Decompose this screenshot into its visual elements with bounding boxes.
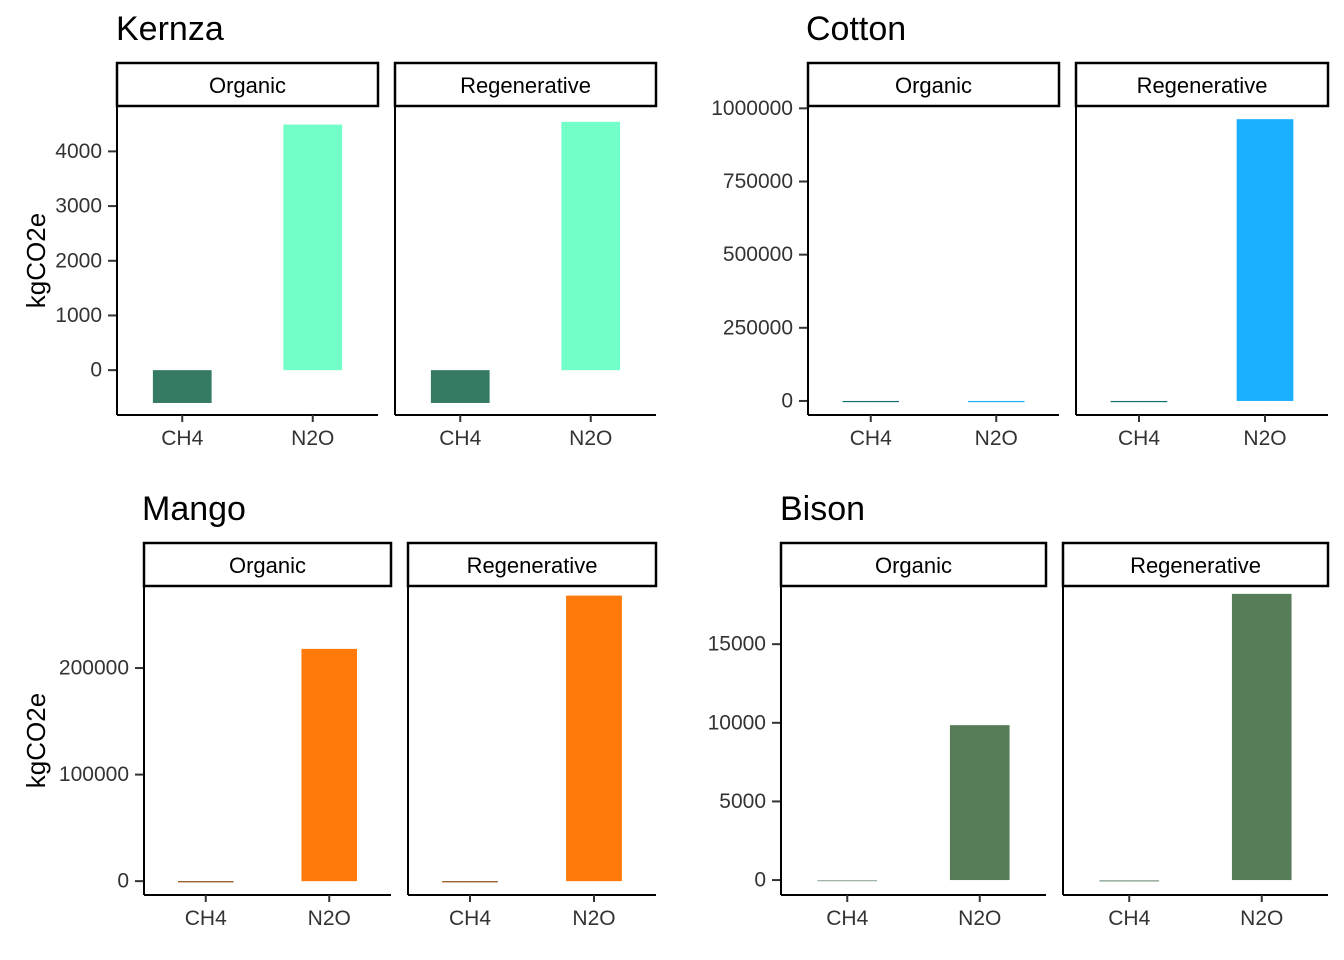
facet-strip-label: Regenerative xyxy=(1130,553,1261,578)
y-tick-label: 1000000 xyxy=(711,97,793,120)
bar-ch4 xyxy=(817,880,878,882)
bar-ch4 xyxy=(1099,880,1160,882)
facet-strip xyxy=(393,61,658,108)
facet-organic: Organic CH4 N2O xyxy=(779,541,1048,930)
y-tick-label: 0 xyxy=(754,869,766,892)
y-tick-label: 0 xyxy=(90,359,102,382)
bar-ch4 xyxy=(442,881,498,883)
bar-n2o xyxy=(561,121,621,371)
x-tick-label: CH4 xyxy=(850,427,892,450)
chart-kernza: Kernza kgCO2e 0 1000 2000 3000 4000 Organic CH4 N… xyxy=(21,10,658,450)
x-tick-label: N2O xyxy=(291,427,334,450)
x-tick-label: CH4 xyxy=(1118,427,1160,450)
x-tick-label: CH4 xyxy=(161,427,203,450)
y-tick-label: 100000 xyxy=(59,763,129,786)
y-tick-label: 0 xyxy=(781,389,793,412)
x-tick-label: N2O xyxy=(572,907,615,930)
facet-strip-label: Regenerative xyxy=(467,553,598,578)
facet-organic: Organic CH4 N2O xyxy=(142,541,393,930)
facet-strip-label: Regenerative xyxy=(1137,73,1268,98)
x-tick-label: CH4 xyxy=(185,907,227,930)
facet-regenerative: Regenerative CH4 N2O xyxy=(1061,541,1330,930)
bar-n2o xyxy=(283,124,343,371)
facet-strip-label: Organic xyxy=(229,553,306,578)
y-tick-label: 1000 xyxy=(55,304,102,327)
facet-strip xyxy=(1074,61,1330,108)
facet-strip-label: Organic xyxy=(209,73,286,98)
y-tick-label: 15000 xyxy=(708,633,766,656)
y-tick-label: 5000 xyxy=(719,790,766,813)
bar-n2o xyxy=(949,725,1010,881)
facet-regenerative: Regenerative CH4 N2O xyxy=(406,541,658,930)
x-tick-label: N2O xyxy=(569,427,612,450)
x-tick-label: N2O xyxy=(1240,907,1283,930)
x-tick-label: CH4 xyxy=(439,427,481,450)
bar-n2o xyxy=(1231,593,1292,881)
facet-strip-label: Organic xyxy=(875,553,952,578)
facet-strip xyxy=(115,61,380,108)
bar-n2o xyxy=(1236,119,1294,401)
facet-organic: Organic CH4 N2O xyxy=(115,61,380,450)
facet-strip-label: Organic xyxy=(895,73,972,98)
y-axis-label: kgCO2e xyxy=(21,213,51,308)
facet-regenerative: Regenerative CH4 N2O xyxy=(393,61,658,450)
bar-ch4 xyxy=(430,370,490,403)
bar-ch4 xyxy=(177,881,234,883)
bar-n2o xyxy=(566,595,622,882)
facet-strip-label: Regenerative xyxy=(460,73,591,98)
bar-n2o xyxy=(301,648,358,882)
y-tick-label: 3000 xyxy=(55,195,102,218)
x-tick-label: N2O xyxy=(958,907,1001,930)
bar-ch4 xyxy=(842,400,899,403)
x-tick-label: N2O xyxy=(308,907,351,930)
y-tick-label: 10000 xyxy=(708,711,766,734)
y-tick-label: 0 xyxy=(117,870,129,893)
chart-title: Cotton xyxy=(806,10,906,48)
facet-strip xyxy=(1061,541,1330,588)
facet-strip xyxy=(806,61,1061,108)
bar-ch4 xyxy=(1110,400,1168,403)
y-tick-label: 500000 xyxy=(723,243,793,266)
facet-strip xyxy=(406,541,658,588)
x-tick-label: N2O xyxy=(1243,427,1286,450)
x-tick-label: CH4 xyxy=(1108,907,1150,930)
chart-title: Bison xyxy=(780,490,865,528)
y-tick-label: 250000 xyxy=(723,316,793,339)
facet-organic: Organic CH4 N2O xyxy=(806,61,1061,450)
bar-n2o xyxy=(968,400,1025,403)
x-tick-label: CH4 xyxy=(449,907,491,930)
chart-title: Mango xyxy=(142,490,246,528)
chart-title: Kernza xyxy=(116,10,224,48)
x-tick-label: CH4 xyxy=(826,907,868,930)
chart-cotton: Cotton 0 250000 500000 750000 1000000 Organic C… xyxy=(711,10,1330,450)
facet-strip xyxy=(142,541,393,588)
facet-regenerative: Regenerative CH4 N2O xyxy=(1074,61,1330,450)
facet-strip xyxy=(779,541,1048,588)
x-tick-label: N2O xyxy=(975,427,1018,450)
y-tick-label: 2000 xyxy=(55,249,102,272)
y-tick-label: 750000 xyxy=(723,170,793,193)
y-tick-label: 200000 xyxy=(59,657,129,680)
y-axis-label: kgCO2e xyxy=(21,693,51,788)
bar-ch4 xyxy=(152,370,212,403)
y-tick-label: 4000 xyxy=(55,140,102,163)
